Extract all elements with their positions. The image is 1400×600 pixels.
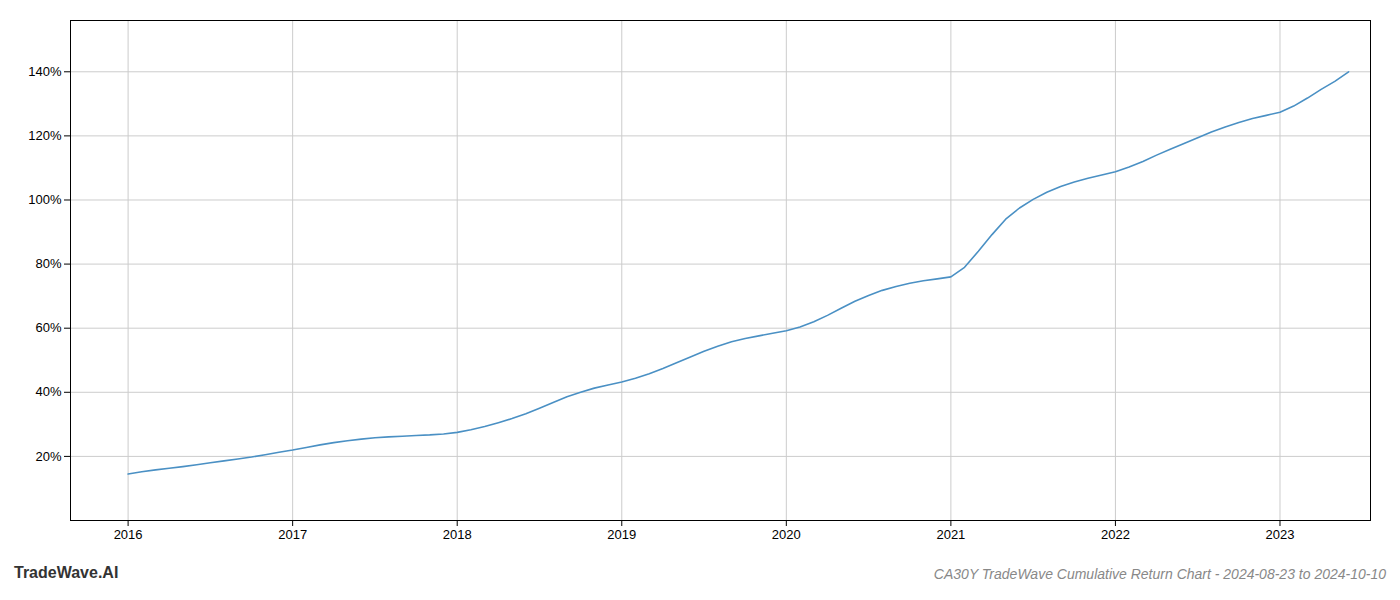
svg-text:140%: 140% bbox=[28, 64, 62, 79]
svg-text:2016: 2016 bbox=[114, 527, 143, 542]
svg-text:100%: 100% bbox=[28, 192, 62, 207]
svg-text:120%: 120% bbox=[28, 128, 62, 143]
svg-text:2019: 2019 bbox=[607, 527, 636, 542]
svg-text:2020: 2020 bbox=[772, 527, 801, 542]
html-text:CA30Y TradeWave Cumulative Ret: CA30Y TradeWave Cumulative Return Chart … bbox=[933, 566, 1386, 582]
svg-text:2022: 2022 bbox=[1101, 527, 1130, 542]
svg-text:60%: 60% bbox=[35, 320, 61, 335]
svg-text:2018: 2018 bbox=[443, 527, 472, 542]
html-text:TradeWave.AI: TradeWave.AI bbox=[14, 564, 119, 581]
svg-text:2023: 2023 bbox=[1266, 527, 1295, 542]
svg-text:2017: 2017 bbox=[278, 527, 307, 542]
svg-text:80%: 80% bbox=[35, 256, 61, 271]
svg-text:20%: 20% bbox=[35, 449, 61, 464]
svg-text:2021: 2021 bbox=[936, 527, 965, 542]
svg-text:40%: 40% bbox=[35, 384, 61, 399]
